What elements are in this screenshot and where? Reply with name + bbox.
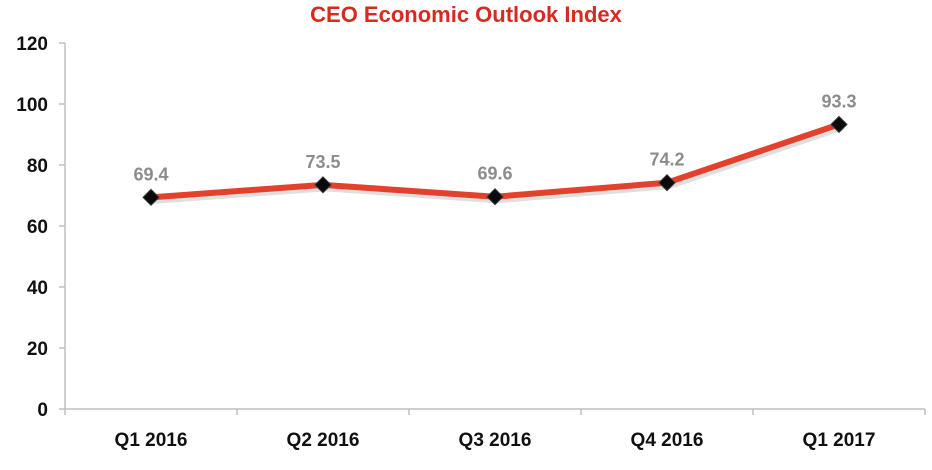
y-tick-label: 0 — [37, 400, 48, 421]
x-tick-label: Q1 2017 — [803, 430, 876, 451]
y-tick-label: 40 — [27, 278, 48, 299]
data-label: 74.2 — [649, 150, 684, 170]
x-tick-label: Q2 2016 — [287, 430, 360, 451]
data-point-marker — [142, 188, 160, 207]
data-point-marker — [486, 188, 504, 206]
series-line — [148, 121, 842, 201]
data-label: 73.5 — [305, 152, 340, 172]
y-tick-label: 60 — [27, 217, 48, 238]
y-tick-label: 20 — [27, 339, 48, 360]
y-tick-label: 120 — [16, 34, 48, 55]
data-label: 69.4 — [133, 164, 168, 184]
data-label: 69.6 — [477, 164, 512, 184]
x-tick-label: Q1 2016 — [115, 430, 188, 451]
data-point-marker — [830, 115, 848, 134]
x-tick-label: Q3 2016 — [459, 430, 532, 451]
data-point-marker — [314, 176, 332, 194]
y-tick-label: 100 — [16, 95, 48, 116]
y-tick-label: 80 — [27, 156, 48, 177]
x-tick-label: Q4 2016 — [631, 430, 704, 451]
data-label: 93.3 — [821, 91, 856, 111]
data-point-marker — [658, 173, 676, 192]
chart-title: CEO Economic Outlook Index — [310, 2, 622, 27]
